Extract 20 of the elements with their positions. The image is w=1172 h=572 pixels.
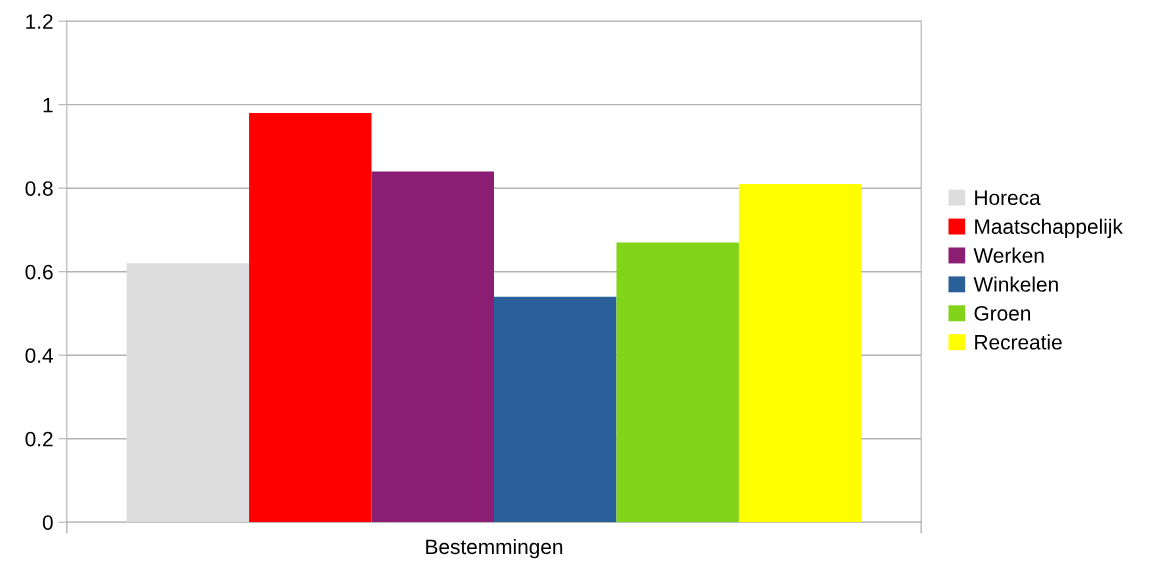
y-tick-label: 0.2 — [25, 431, 53, 447]
bar — [494, 296, 617, 523]
x-tick-label: Bestemmingen — [426, 538, 563, 559]
y-tick-label: 1 — [43, 97, 53, 113]
legend-label: Werken — [973, 247, 1044, 263]
y-tick-label: 0 — [42, 515, 53, 530]
bar — [249, 113, 372, 523]
bar — [616, 242, 739, 523]
y-tick-label: 0.8 — [25, 181, 53, 196]
legend-label: Recreatie — [975, 334, 1062, 350]
y-tick-label: 0.4 — [25, 348, 53, 363]
legend-label: Horeca — [975, 190, 1041, 206]
legend-label: Winkelen — [973, 276, 1058, 292]
y-tick-label: 0.6 — [25, 264, 53, 280]
bar — [738, 184, 862, 523]
bar — [371, 171, 494, 523]
legend-label: Maatschappelijk — [975, 218, 1123, 239]
legend-label: Groen — [974, 305, 1031, 321]
bar — [126, 263, 250, 523]
y-tick-label: 1.2 — [26, 14, 53, 29]
